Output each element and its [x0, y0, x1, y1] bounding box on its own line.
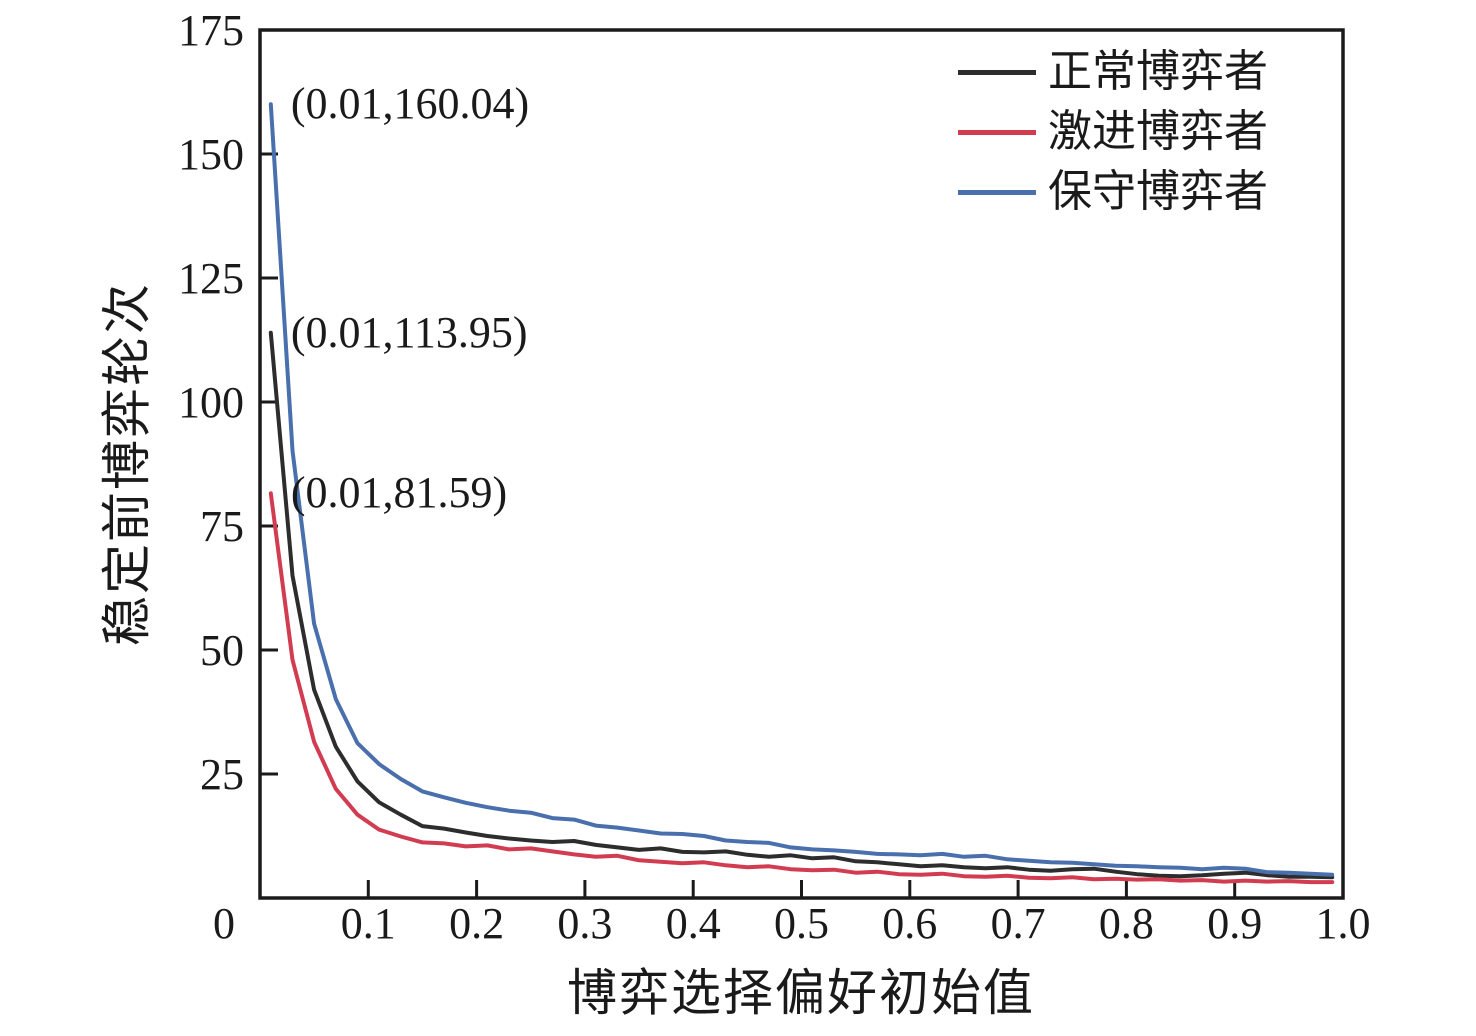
y-tick-label: 100 [178, 378, 244, 427]
series-line [268, 102, 1335, 877]
x-axis-label: 博弈选择偏好初始值 [567, 965, 1035, 1021]
x-tick-label: 0.8 [1099, 899, 1154, 948]
y-tick-label: 150 [178, 130, 244, 179]
annotation-normal-start: (0.01,113.95) [290, 307, 528, 357]
legend-label-conservative: 保守博弈者 [1048, 167, 1268, 216]
legend: 正常博弈者 激进博弈者 保守博弈者 [958, 50, 1268, 214]
x-tick-label: 0.1 [341, 899, 396, 948]
series-line [268, 491, 1335, 885]
y-axis-label: 稳定前博弈轮次 [99, 282, 155, 646]
annotation-radical-start: (0.01,81.59) [290, 468, 508, 518]
y-tick-label: 125 [178, 254, 244, 303]
x-tick-label: 0.9 [1207, 899, 1262, 948]
x-tick-label: 1.0 [1316, 899, 1371, 948]
legend-line-swatch-radical [958, 129, 1036, 135]
annotation-conservative-start: (0.01,160.04) [290, 79, 530, 129]
x-tick-label: 0 [213, 899, 235, 948]
y-tick-label: 175 [178, 6, 244, 55]
legend-line-swatch-conservative [958, 189, 1036, 195]
x-tick-label: 0.6 [882, 899, 937, 948]
x-tick-label: 0.3 [557, 899, 612, 948]
x-tick-label: 0.2 [449, 899, 504, 948]
legend-line-swatch-normal [958, 69, 1036, 75]
series-line [268, 330, 1335, 880]
y-tick-label: 75 [200, 502, 244, 551]
y-tick-label: 25 [200, 750, 244, 799]
legend-item-conservative: 保守博弈者 [958, 170, 1268, 214]
x-tick-label: 0.7 [991, 899, 1046, 948]
x-tick-label: 0.4 [666, 899, 721, 948]
legend-label-normal: 正常博弈者 [1048, 47, 1268, 96]
legend-item-normal: 正常博弈者 [958, 50, 1268, 94]
legend-label-radical: 激进博弈者 [1048, 107, 1268, 156]
y-tick-label: 50 [200, 626, 244, 675]
x-tick-label: 0.5 [774, 899, 829, 948]
legend-item-radical: 激进博弈者 [958, 110, 1268, 154]
